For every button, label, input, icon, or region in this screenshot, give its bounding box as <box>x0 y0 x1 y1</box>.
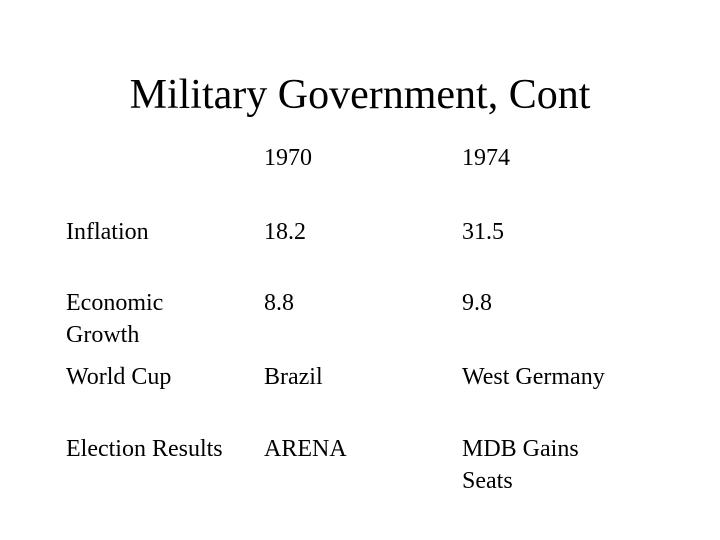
cell-election-results-1974-line-2: Seats <box>462 468 513 494</box>
row-label-election-results: Election Results <box>66 436 223 462</box>
cell-inflation-1970: 18.2 <box>264 219 306 245</box>
cell-inflation-1974: 31.5 <box>462 219 504 245</box>
cell-world-cup-1974: West Germany <box>462 364 605 390</box>
row-label-economic-growth-line-1: Economic <box>66 290 164 316</box>
column-header-1970: 1970 <box>264 145 312 171</box>
row-label-inflation: Inflation <box>66 219 149 245</box>
slide-title: Military Government, Cont <box>129 72 591 118</box>
cell-economic-growth-1970: 8.8 <box>264 290 294 316</box>
column-header-1974: 1974 <box>462 145 510 171</box>
row-label-world-cup: World Cup <box>66 364 172 390</box>
cell-election-results-1974-line-1: MDB Gains <box>462 436 579 462</box>
cell-economic-growth-1974: 9.8 <box>462 290 492 316</box>
row-label-economic-growth-line-2: Growth <box>66 322 140 348</box>
cell-world-cup-1970: Brazil <box>264 364 323 390</box>
cell-election-results-1970: ARENA <box>264 436 347 462</box>
